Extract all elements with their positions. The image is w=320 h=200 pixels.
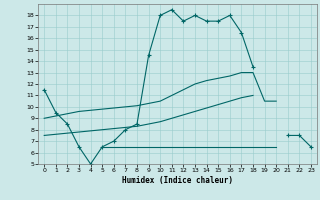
X-axis label: Humidex (Indice chaleur): Humidex (Indice chaleur) (122, 176, 233, 185)
